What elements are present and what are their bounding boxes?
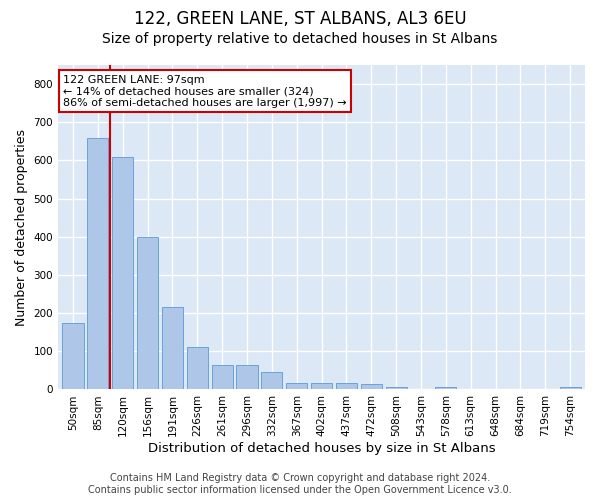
Bar (386, 387, 407, 390)
X-axis label: Distribution of detached houses by size in St Albans: Distribution of detached houses by size … (148, 442, 496, 455)
Bar (435, 387, 457, 390)
Bar (162, 308, 183, 390)
Y-axis label: Number of detached properties: Number of detached properties (15, 128, 28, 326)
Bar (361, 384, 382, 390)
Bar (261, 372, 283, 390)
Bar (336, 383, 357, 390)
Bar (87, 138, 109, 390)
Text: Contains HM Land Registry data © Crown copyright and database right 2024.
Contai: Contains HM Land Registry data © Crown c… (88, 474, 512, 495)
Bar (286, 382, 307, 390)
Text: 122, GREEN LANE, ST ALBANS, AL3 6EU: 122, GREEN LANE, ST ALBANS, AL3 6EU (134, 10, 466, 28)
Bar (212, 366, 233, 390)
Text: Size of property relative to detached houses in St Albans: Size of property relative to detached ho… (103, 32, 497, 46)
Bar (62, 322, 83, 390)
Bar (311, 383, 332, 390)
Bar (137, 237, 158, 390)
Text: 122 GREEN LANE: 97sqm
← 14% of detached houses are smaller (324)
86% of semi-det: 122 GREEN LANE: 97sqm ← 14% of detached … (64, 74, 347, 108)
Bar (112, 156, 133, 390)
Bar (560, 387, 581, 390)
Bar (236, 366, 257, 390)
Bar (187, 348, 208, 390)
